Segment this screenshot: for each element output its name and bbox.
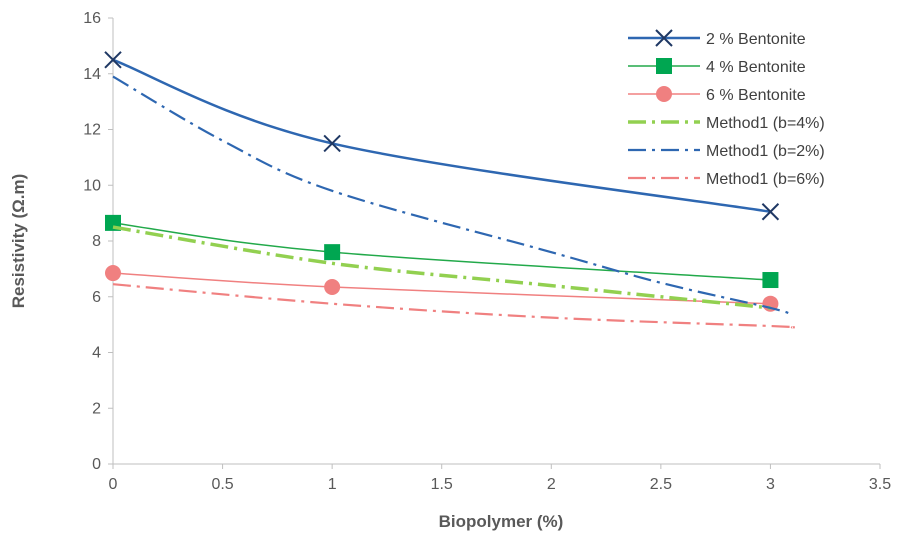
y-tick-label: 8 [92, 233, 101, 250]
x-tick-label: 3 [766, 476, 775, 493]
x-axis-title: Biopolymer (%) [439, 512, 564, 531]
data-point-4-bentonite [762, 272, 779, 289]
x-tick-label: 0.5 [211, 476, 233, 493]
legend-label: 6 % Bentonite [706, 87, 806, 104]
legend: 2 % Bentonite 4 % Bentonite 6 % Bentonite M… [628, 29, 825, 188]
data-point-2-bentonite [761, 203, 780, 221]
legend-label: 4 % Bentonite [706, 59, 806, 76]
legend-label: Method1 (b=4%) [706, 115, 825, 132]
data-point-4-bentonite [324, 244, 341, 261]
legend-label: Method1 (b=6%) [706, 171, 825, 188]
legend-marker [656, 86, 672, 102]
series-method1-b-2 [112, 75, 793, 316]
series-line-6-bentonite [112, 272, 771, 305]
x-tick-label: 1.5 [431, 476, 453, 493]
legend-item-method1-b-6: Method1 (b=6%) [628, 171, 825, 188]
series-method1-b-6 [112, 283, 797, 329]
axes: 0 0.5 1 1.5 2 2.5 3 3.5 0 2 4 6 8 10 12 14 16 [83, 10, 891, 493]
y-tick-label: 10 [83, 177, 101, 194]
x-tick-label: 1 [328, 476, 337, 493]
series-layer [104, 51, 797, 329]
legend-item-6-bentonite: 6 % Bentonite [628, 86, 806, 104]
legend-item-2-bentonite: 2 % Bentonite [628, 29, 806, 48]
series-line-method1-b-6 [112, 283, 797, 329]
x-tick-label: 2.5 [650, 476, 672, 493]
series-6-bentonite [105, 265, 779, 312]
series-line-method1-b-2 [112, 75, 793, 316]
y-tick-label: 12 [83, 122, 101, 139]
legend-item-4-bentonite: 4 % Bentonite [628, 58, 806, 76]
series-line-4-bentonite [112, 222, 771, 281]
legend-label: Method1 (b=2%) [706, 143, 825, 160]
y-axis-title: Resistivity (Ω.m) [9, 174, 28, 309]
legend-marker [655, 29, 673, 47]
data-point-6-bentonite [324, 278, 341, 295]
y-tick-label: 6 [92, 289, 101, 306]
x-tick-label: 0 [109, 476, 118, 493]
legend-item-method1-b-4: Method1 (b=4%) [628, 115, 825, 132]
x-tick-label: 2 [547, 476, 556, 493]
legend-marker [656, 58, 672, 74]
y-tick-label: 14 [83, 66, 101, 83]
series-method1-b-4 [112, 225, 771, 310]
legend-item-method1-b-2: Method1 (b=2%) [628, 143, 825, 160]
y-tick-label: 2 [92, 400, 101, 417]
x-tick-label: 3.5 [869, 476, 891, 493]
series-line-method1-b-4 [112, 225, 771, 310]
series-line-2-bentonite [112, 58, 771, 213]
series-2-bentonite [104, 51, 780, 221]
y-tick-label: 0 [92, 456, 101, 473]
data-point-2-bentonite [104, 51, 122, 69]
y-tick-label: 4 [92, 345, 101, 362]
y-tick-label: 16 [83, 10, 101, 27]
data-point-2-bentonite [323, 134, 341, 153]
legend-label: 2 % Bentonite [706, 31, 806, 48]
data-point-6-bentonite [105, 265, 121, 282]
